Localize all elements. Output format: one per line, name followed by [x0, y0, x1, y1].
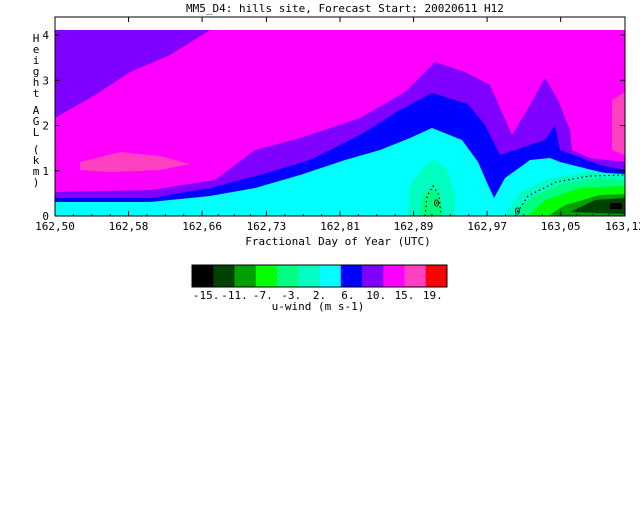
band-black-core — [610, 203, 622, 209]
x-tick-label: 162,73 — [247, 220, 287, 233]
x-tick-label: 162,66 — [182, 220, 222, 233]
colorbar-tick-label: 2. — [313, 289, 326, 302]
y-axis-label-char: k — [33, 154, 40, 167]
y-axis-label-char: A — [33, 104, 40, 117]
y-axis-label-char: H — [33, 32, 40, 45]
y-axis-label-char: h — [33, 76, 40, 89]
colorbar-tick-label: 15. — [395, 289, 415, 302]
colorbar-swatch — [234, 265, 257, 287]
plot-area — [54, 16, 626, 217]
colorbar-swatch — [298, 265, 320, 287]
band-pink-core — [80, 152, 190, 172]
colorbar-swatch — [404, 265, 427, 287]
colorbar-tick-label: -15. — [193, 289, 220, 302]
y-axis-label-char: G — [33, 115, 40, 128]
colorbar-frame — [191, 264, 448, 288]
colorbar-swatch — [425, 265, 448, 287]
x-tick-label: 162,97 — [467, 220, 507, 233]
contour-label: 0 — [514, 207, 520, 218]
y-tick-label: 1 — [42, 165, 49, 178]
colorbar: -15. -11. -7. -3. 2. 6. 10. 15. 19. — [191, 264, 448, 302]
colorbar-tick-label: -11. — [221, 289, 248, 302]
y-tick-label: 3 — [42, 74, 49, 87]
y-axis-label-char: ( — [33, 143, 40, 156]
band-green-darkest — [570, 198, 625, 214]
y-tick-label: 2 — [42, 120, 49, 133]
x-tick-label: 162,50 — [35, 220, 75, 233]
band-pink-right — [612, 92, 625, 155]
y-axis-label-char: ) — [33, 176, 40, 189]
y-axis-label-char: L — [33, 126, 40, 139]
x-axis: 162,50 162,58 162,66 162,73 162,81 162,89 162,… — [35, 17, 640, 233]
contour-label: 0 — [434, 198, 440, 209]
colorbar-swatch — [383, 265, 405, 287]
x-axis-label: Fractional Day of Year (UTC) — [245, 235, 430, 248]
y-tick-label: 0 — [42, 210, 49, 223]
colorbar-swatch — [362, 265, 384, 287]
colorbar-swatch — [255, 265, 278, 287]
x-tick-label: 163,12 — [605, 220, 640, 233]
zero-contour-bump — [424, 184, 442, 216]
chart-title: MM5_D4: hills site, Forecast Start: 2002… — [186, 2, 504, 15]
y-axis-label-char: g — [33, 65, 40, 78]
y-axis-label-char: i — [33, 54, 40, 67]
band-green-bump-outer — [408, 160, 455, 216]
colorbar-tick-label: -7. — [253, 289, 273, 302]
x-tick-label: 162,89 — [394, 220, 434, 233]
colorbar-swatch — [340, 265, 363, 287]
y-axis-label-char: m — [33, 165, 40, 178]
colorbar-label: u-wind (m s-1) — [272, 300, 365, 313]
y-tick-label: 4 — [42, 29, 49, 42]
colorbar-swatch — [192, 265, 214, 287]
top-strip — [55, 17, 625, 30]
colorbar-swatch — [213, 265, 235, 287]
colorbar-tick-label: 19. — [423, 289, 443, 302]
x-tick-label: 162,81 — [320, 220, 360, 233]
y-axis-label-char: t — [33, 87, 40, 100]
colorbar-swatch — [319, 265, 342, 287]
y-axis-label-char: e — [33, 43, 40, 56]
band-purple-top — [55, 30, 210, 118]
band-cyan — [55, 128, 625, 216]
colorbar-tick-label: 6. — [341, 289, 354, 302]
colorbar-tick-label: -3. — [281, 289, 301, 302]
x-tick-label: 163,05 — [541, 220, 581, 233]
contour-labels: 00 — [434, 198, 521, 217]
x-tick-label: 162,58 — [109, 220, 149, 233]
band-green-bump-inner — [420, 188, 443, 216]
colorbar-swatch — [277, 265, 299, 287]
y-axis: 0 1 2 3 4 — [42, 29, 625, 223]
colorbar-tick-label: 10. — [366, 289, 386, 302]
zero-contour-right — [514, 174, 625, 216]
